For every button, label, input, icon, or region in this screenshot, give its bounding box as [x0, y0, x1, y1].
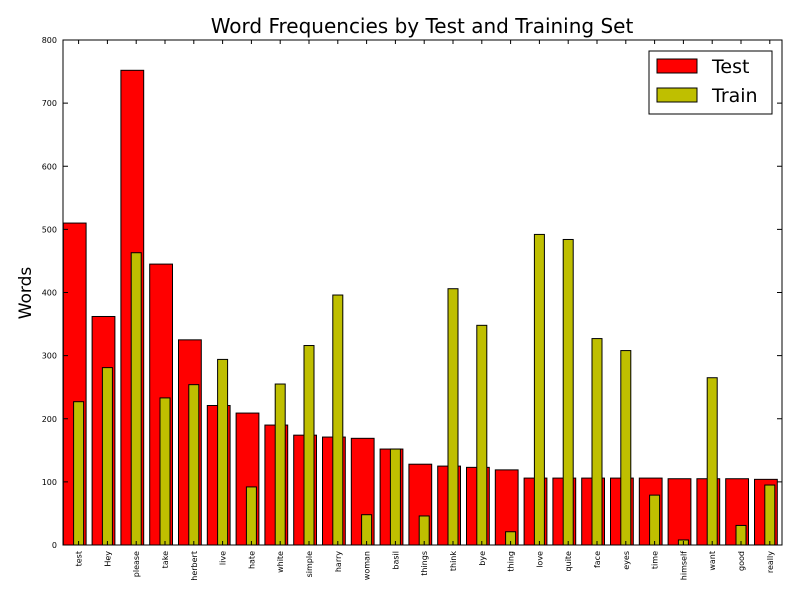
bar-train-eyes	[620, 350, 632, 546]
bar-train-love	[533, 233, 545, 546]
legend-swatch-test	[656, 58, 698, 74]
x-tick-label: love	[535, 551, 544, 568]
x-tick-label: simple	[305, 551, 314, 577]
y-tick-label: 0	[52, 541, 57, 550]
y-tick-label: 700	[42, 99, 57, 108]
x-tick-label: live	[219, 551, 228, 565]
x-tick-label: really	[766, 551, 775, 573]
plot-frame	[62, 39, 783, 546]
x-tick-label: take	[161, 551, 170, 568]
x-tick-label: quite	[564, 551, 573, 572]
bar-train-please	[130, 252, 142, 546]
bar-train-woman	[361, 514, 373, 546]
y-tick-label: 400	[42, 289, 57, 298]
y-tick-label: 100	[42, 478, 57, 487]
chart-title: Word Frequencies by Test and Training Se…	[211, 14, 634, 38]
x-tick-label: eyes	[622, 551, 631, 570]
bar-train-bye	[476, 324, 488, 546]
bar-train-think	[447, 288, 459, 546]
bar-test-himself	[667, 478, 692, 546]
x-tick-label: hate	[247, 551, 256, 569]
y-tick-label: 500	[42, 225, 57, 234]
x-tick-label: harry	[334, 551, 343, 572]
x-tick-label: himself	[679, 551, 688, 580]
y-tick-label: 600	[42, 162, 57, 171]
y-tick-label: 300	[42, 352, 57, 361]
x-tick-label: basil	[391, 551, 400, 570]
bar-train-basil	[389, 448, 401, 546]
bar-train-simple	[303, 345, 315, 546]
bar-train-take	[159, 397, 171, 546]
x-tick-label: things	[420, 551, 429, 576]
legend: Test Train	[648, 50, 773, 115]
x-tick-label: think	[449, 551, 458, 572]
x-tick-label: thing	[507, 551, 516, 572]
x-tick-label: time	[651, 551, 660, 569]
bar-train-face	[591, 338, 603, 546]
bar-train-test	[73, 401, 85, 546]
bar-train-want	[706, 377, 718, 546]
x-tick-label: Hey	[103, 551, 112, 567]
x-tick-label: herbert	[190, 551, 199, 581]
bar-train-time	[649, 494, 661, 546]
x-tick-label: good	[737, 551, 746, 571]
bar-train-herbert	[188, 384, 200, 546]
bars-layer	[62, 69, 778, 546]
bar-train-Hey	[101, 367, 113, 546]
bar-train-live	[217, 358, 229, 546]
legend-swatch-train	[656, 87, 698, 103]
x-tick-label: want	[708, 551, 717, 571]
x-tick-label: test	[75, 551, 84, 566]
x-tick-label: woman	[363, 551, 372, 580]
legend-label-test: Test	[711, 56, 749, 78]
axes-layer: test Hey please take herbert live hate white sim…	[42, 36, 783, 581]
y-tick-label: 800	[42, 36, 57, 45]
legend-label-train: Train	[711, 85, 758, 107]
bar-train-hate	[245, 486, 257, 546]
bar-train-things	[418, 515, 430, 546]
legend-box	[648, 50, 773, 115]
bar-train-really	[764, 484, 776, 546]
x-tick-label: bye	[478, 551, 487, 566]
bar-train-harry	[332, 294, 344, 546]
bar-train-white	[274, 383, 286, 546]
x-tick-label: face	[593, 551, 602, 568]
x-tick-label: white	[276, 551, 285, 573]
y-tick-label: 200	[42, 415, 57, 424]
y-axis-label: Words	[16, 267, 36, 320]
bar-train-quite	[562, 238, 574, 546]
x-tick-label: please	[132, 551, 141, 577]
